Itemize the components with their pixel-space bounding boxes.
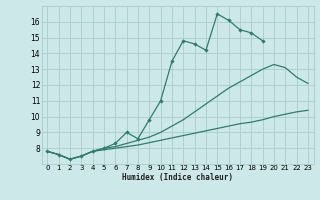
- X-axis label: Humidex (Indice chaleur): Humidex (Indice chaleur): [122, 173, 233, 182]
